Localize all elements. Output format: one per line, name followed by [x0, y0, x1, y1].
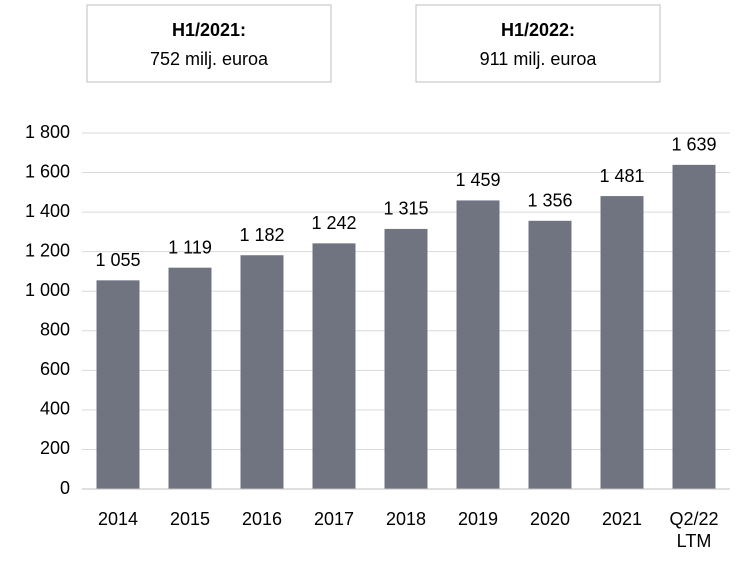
value-label: 1 315 [383, 199, 428, 219]
annotation-text: 752 milj. euroa [150, 49, 269, 69]
y-tick-label: 1 000 [25, 280, 70, 300]
y-tick-label: 600 [40, 359, 70, 379]
y-tick-label: 1 400 [25, 201, 70, 221]
value-label: 1 055 [95, 250, 140, 270]
annotation-title: H1/2022: [501, 20, 575, 40]
value-label: 1 459 [455, 170, 500, 190]
bar [240, 255, 284, 489]
y-tick-label: 200 [40, 438, 70, 458]
y-tick-label: 1 800 [25, 122, 70, 142]
y-tick-label: 0 [60, 478, 70, 498]
bar [456, 200, 500, 490]
annotation-title: H1/2021: [172, 20, 246, 40]
value-label: 1 242 [311, 213, 356, 233]
annotation-box [86, 4, 332, 83]
bar [312, 243, 356, 489]
value-label: 1 639 [671, 135, 716, 155]
value-label: 1 481 [599, 166, 644, 186]
y-tick-label: 400 [40, 399, 70, 419]
bar [528, 220, 572, 489]
y-tick-label: 800 [40, 320, 70, 340]
bar [96, 280, 140, 489]
value-label: 1 119 [168, 237, 212, 257]
annotation-text: 911 milj. euroa [480, 49, 598, 69]
x-tick-label: 2018 [386, 509, 426, 529]
x-tick-label: 2016 [242, 509, 282, 529]
x-tick-label: 2020 [530, 509, 570, 529]
x-tick-label: Q2/22 LTM [669, 509, 718, 551]
x-tick-label: 2015 [170, 509, 210, 529]
value-label: 1 182 [239, 225, 284, 245]
x-tick-label: 2021 [602, 509, 642, 529]
value-label: 1 356 [527, 191, 572, 211]
x-tick-label: 2019 [458, 509, 498, 529]
y-tick-label: 1 600 [25, 161, 70, 181]
bar [384, 228, 428, 489]
bar [600, 196, 644, 489]
annotation-box [415, 4, 661, 83]
y-tick-label: 1 200 [25, 240, 70, 260]
bar [672, 164, 716, 489]
x-tick-label: 2017 [314, 509, 354, 529]
x-tick-label: 2014 [98, 509, 138, 529]
bar [168, 267, 212, 489]
